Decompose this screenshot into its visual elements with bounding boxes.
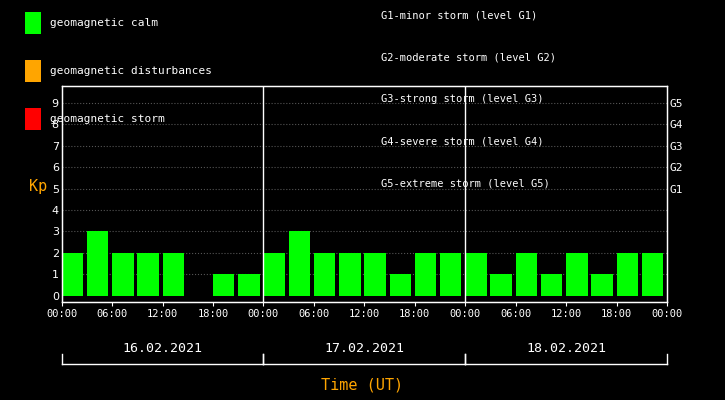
Bar bbox=[642, 253, 663, 296]
Bar bbox=[314, 253, 335, 296]
Text: G1-minor storm (level G1): G1-minor storm (level G1) bbox=[381, 10, 537, 20]
Bar bbox=[616, 253, 638, 296]
Bar bbox=[364, 253, 386, 296]
Bar bbox=[162, 253, 184, 296]
Bar bbox=[112, 253, 133, 296]
Bar bbox=[440, 253, 461, 296]
Bar bbox=[263, 253, 285, 296]
Text: Time (UT): Time (UT) bbox=[321, 377, 404, 392]
Bar bbox=[515, 253, 537, 296]
Text: G3-strong storm (level G3): G3-strong storm (level G3) bbox=[381, 94, 543, 104]
Bar bbox=[389, 274, 411, 296]
Bar bbox=[239, 274, 260, 296]
Text: 18.02.2021: 18.02.2021 bbox=[526, 342, 606, 355]
Text: geomagnetic disturbances: geomagnetic disturbances bbox=[50, 66, 212, 76]
Text: G2-moderate storm (level G2): G2-moderate storm (level G2) bbox=[381, 52, 555, 62]
Text: G4-severe storm (level G4): G4-severe storm (level G4) bbox=[381, 136, 543, 146]
Y-axis label: Kp: Kp bbox=[29, 179, 47, 194]
Bar bbox=[137, 253, 159, 296]
Bar bbox=[213, 274, 234, 296]
Text: geomagnetic storm: geomagnetic storm bbox=[50, 114, 165, 124]
Bar bbox=[541, 274, 563, 296]
Text: 16.02.2021: 16.02.2021 bbox=[123, 342, 202, 355]
Bar bbox=[87, 232, 108, 296]
Bar bbox=[465, 253, 486, 296]
Bar bbox=[415, 253, 436, 296]
Bar bbox=[339, 253, 360, 296]
Bar bbox=[490, 274, 512, 296]
Bar bbox=[592, 274, 613, 296]
Text: geomagnetic calm: geomagnetic calm bbox=[50, 18, 158, 28]
Bar bbox=[566, 253, 587, 296]
Text: 17.02.2021: 17.02.2021 bbox=[324, 342, 405, 355]
Bar bbox=[62, 253, 83, 296]
Text: G5-extreme storm (level G5): G5-extreme storm (level G5) bbox=[381, 178, 550, 188]
Bar bbox=[289, 232, 310, 296]
